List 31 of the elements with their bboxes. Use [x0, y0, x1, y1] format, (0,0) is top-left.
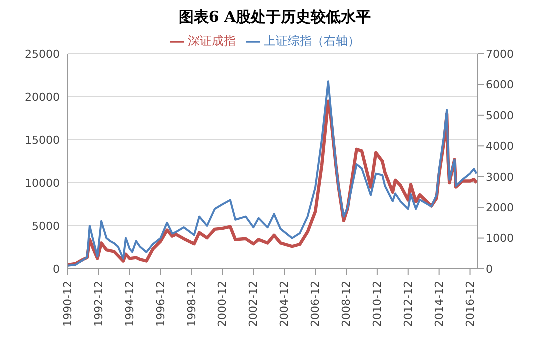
y2-tick-label: 1000 — [486, 232, 514, 246]
y-tick-label: 10000 — [25, 176, 60, 190]
y2-tick-label: 3000 — [486, 170, 514, 184]
y2-tick-label: 4000 — [486, 140, 514, 154]
x-tick-label: 2000-12 — [216, 281, 230, 327]
y-tick-label: 15000 — [25, 134, 60, 147]
x-tick-label: 2010-12 — [370, 281, 384, 327]
y-tick-label: 5000 — [32, 220, 60, 233]
y-tick-label: 20000 — [25, 90, 60, 104]
x-tick-label: 1998-12 — [185, 281, 198, 327]
x-tick-label: 2014-12 — [432, 281, 446, 327]
y-tick-label: 25000 — [25, 48, 60, 61]
x-tick-label: 2004-12 — [278, 281, 292, 327]
x-tick-label: 1996-12 — [154, 281, 168, 327]
x-tick-label: 1994-12 — [123, 281, 136, 327]
x-tick-label: 1992-12 — [92, 281, 106, 327]
legend-label: 上证综指（右轴） — [264, 34, 360, 48]
chart-title: 图表6 A股处于历史较低水平 — [178, 8, 372, 27]
y2-tick-label: 5000 — [486, 109, 514, 122]
x-tick-label: 2008-12 — [340, 281, 353, 327]
y2-tick-label: 2000 — [486, 201, 514, 214]
y2-tick-label: 6000 — [486, 78, 514, 92]
x-tick-label: 1990-12 — [62, 281, 74, 327]
x-tick-label: 2012-12 — [402, 281, 415, 327]
x-tick-label: 2016-12 — [464, 281, 477, 327]
y-tick-label: 0 — [53, 262, 60, 276]
y2-tick-label: 0 — [486, 262, 493, 276]
x-tick-label: 2002-12 — [247, 281, 260, 327]
x-tick-label: 2006-12 — [309, 281, 322, 327]
legend-label: 深证成指 — [188, 34, 236, 48]
y2-tick-label: 7000 — [486, 48, 514, 61]
